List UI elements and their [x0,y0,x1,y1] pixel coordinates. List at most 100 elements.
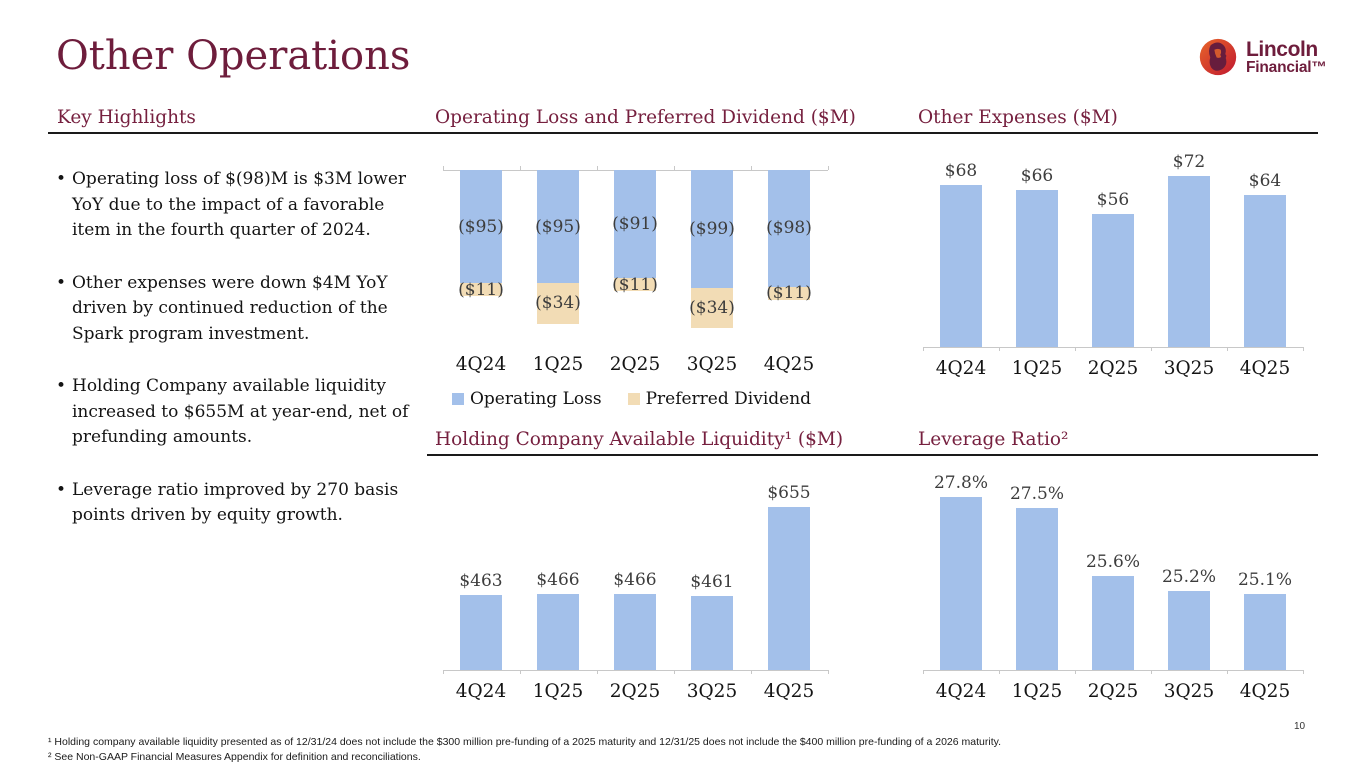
bar-value-label: $66 [1020,165,1054,186]
x-axis-label: 3Q25 [1163,681,1215,702]
axis-tick [442,166,444,170]
axis-tick [999,670,1000,674]
list-item: • Operating loss of $(98)M is $3M lower … [56,167,418,244]
axis-tick [999,347,1000,351]
footnote-2: ² See Non-GAAP Financial Measures Append… [48,750,421,763]
bar-value-label: 25.2% [1161,566,1216,587]
axis-tick [750,166,752,170]
axis-tick [750,670,752,674]
bar-value-label: $466 [536,569,580,590]
x-axis-label: 4Q25 [763,681,815,702]
axis-tick [827,166,829,170]
bar-2Q25 [1092,213,1134,347]
axis-tick [673,166,675,170]
chart-plot-area: $68 4Q24 $66 1Q25 $56 2Q25 $72 3Q25 $64 4Q25 [918,145,1304,379]
bar-3Q25 [1168,590,1210,670]
chart-title-holdco-liquidity: Holding Company Available Liquidity¹ ($M… [435,429,844,450]
bar-4Q25 [1244,194,1286,347]
bar-segment-operating-loss [768,170,810,287]
bar-value-label: ($98) [766,218,812,239]
x-axis-label: 1Q25 [1011,358,1063,379]
page-number: 10 [1294,721,1306,732]
bar-value-label: $463 [459,571,503,592]
bar-value-label: $64 [1248,170,1282,191]
legend-swatch-operating-loss [451,393,464,405]
bullet-text: Leverage ratio improved by 270 basis poi… [72,479,399,526]
chart-holdco-available-liquidity: $463 4Q24 $466 1Q25 $466 2Q25 $461 3Q25 $655 4Q25 [436,470,829,710]
axis-tick [923,347,924,351]
axis-tick [1075,670,1076,674]
key-highlights-list: • Operating loss of $(98)M is $3M lower … [56,167,418,556]
axis-tick [827,670,829,674]
bar-value-label: ($34) [535,293,581,314]
chart-other-expenses: $68 4Q24 $66 1Q25 $56 2Q25 $72 3Q25 $64 4Q25 [918,145,1304,385]
bar-value-label: $68 [944,161,978,182]
x-axis-label: 3Q25 [686,354,738,375]
bar-value-label: ($34) [689,298,735,319]
axis-tick [1151,670,1152,674]
bar-value-label: 27.8% [933,473,988,494]
x-axis-label: 2Q25 [609,681,661,702]
axis-tick [519,166,521,170]
x-axis-label: 2Q25 [609,354,661,375]
x-axis-label: 4Q25 [763,354,815,375]
axis-tick [1151,347,1152,351]
bar-segment-operating-loss [614,170,656,279]
chart-legend: Operating Loss Preferred Dividend [436,389,827,409]
chart-title-operating-loss: Operating Loss and Preferred Dividend ($… [435,107,856,128]
legend-item-preferred-dividend: Preferred Dividend [627,389,812,409]
legend-label-operating-loss: Operating Loss [469,389,602,409]
legend-swatch-preferred-dividend [627,393,640,405]
bar-3Q25 [691,595,733,670]
lincoln-financial-logo: Lincoln Financial™ [1198,37,1327,77]
list-item: • Other expenses were down $4M YoY drive… [56,271,418,348]
bullet-text: Holding Company available liquidity incr… [72,376,409,447]
axis-tick [519,670,521,674]
lincoln-portrait-icon [1199,38,1237,76]
bar-value-label: $56 [1096,189,1130,210]
bullet-text: Other expenses were down $4M YoY driven … [72,272,388,344]
bar-value-label: $461 [690,571,734,592]
bar-value-label: 25.1% [1237,570,1292,591]
bar-segment-operating-loss [691,170,733,288]
bar-1Q25 [537,593,579,670]
bar-4Q24 [940,185,982,347]
bar-segment-preferred-dividend [768,286,810,300]
axis-tick [1303,347,1304,351]
x-axis-label: 1Q25 [532,681,584,702]
axis-line [923,670,1303,671]
bullet-text: Operating loss of $(98)M is $3M lower Yo… [72,169,407,240]
x-axis-label: 4Q25 [1239,681,1291,702]
bullet-marker: • [56,272,67,293]
x-axis-label: 4Q24 [455,681,507,702]
bar-4Q24 [940,497,982,670]
bar-3Q25 [1168,175,1210,347]
footnotes: ¹ Holding company available liquidity pr… [48,735,1148,764]
chart-plot-area: 27.8% 4Q24 27.5% 1Q25 25.6% 2Q25 25.2% 3Q25 25.1… [918,470,1304,702]
bar-2Q25 [1092,576,1134,670]
axis-tick [596,670,598,674]
x-axis-label: 2Q25 [1087,681,1139,702]
bar-value-label: $655 [767,482,811,503]
axis-tick [923,670,924,674]
chart-title-leverage-ratio: Leverage Ratio² [918,429,1069,450]
bullet-marker: • [56,169,67,189]
legend-label-preferred-dividend: Preferred Dividend [645,389,812,409]
bar-4Q25 [768,506,810,670]
bar-value-label: ($11) [612,274,658,295]
bar-2Q25 [614,593,656,670]
bar-value-label: ($11) [458,279,504,300]
bar-segment-operating-loss [460,170,502,284]
header-rule-bottom [427,454,1318,456]
bar-segment-preferred-dividend [691,287,733,329]
chart-operating-loss-preferred-dividend: ($95) ($11) 4Q24 ($95) ($34) 1Q25 ($91) ($11) 2Q… [436,166,829,420]
bar-value-label: ($11) [766,283,812,304]
logo-brand-top: Lincoln [1246,37,1318,61]
axis-tick [1075,347,1076,351]
x-axis-label: 2Q25 [1087,358,1139,379]
bar-value-label: ($99) [689,218,735,239]
chart-leverage-ratio: 27.8% 4Q24 27.5% 1Q25 25.6% 2Q25 25.2% 3Q25 25.1… [918,470,1304,710]
page-title: Other Operations [56,33,411,79]
x-axis-label: 1Q25 [532,354,584,375]
